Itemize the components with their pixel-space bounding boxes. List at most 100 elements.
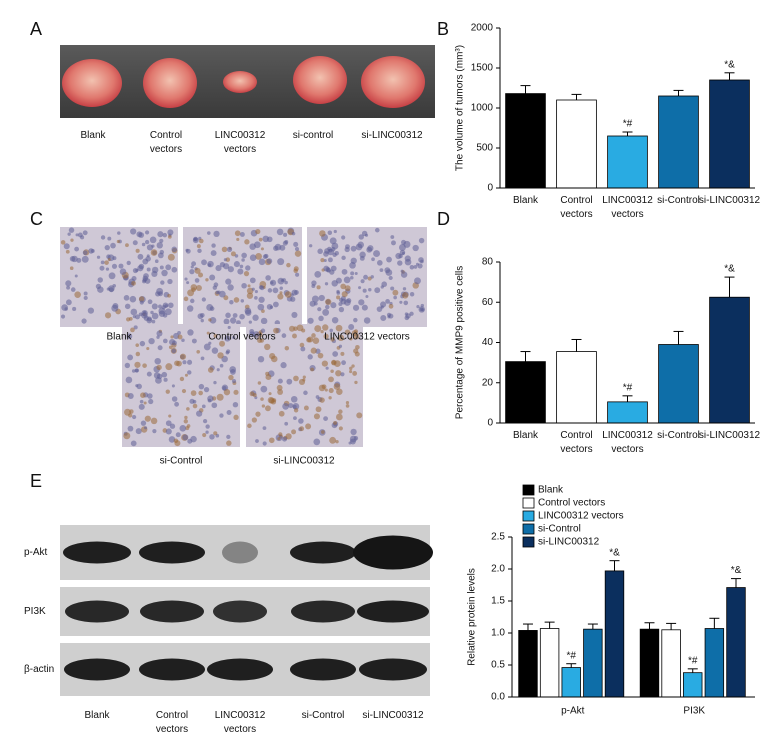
cell-texture	[244, 307, 252, 315]
cell-texture	[306, 337, 312, 343]
cell-texture	[202, 419, 208, 424]
cell-texture	[267, 288, 273, 293]
cell-texture	[239, 264, 244, 269]
cell-texture	[356, 412, 363, 419]
cell-texture	[332, 351, 339, 357]
cell-texture	[131, 369, 136, 373]
cell-texture	[333, 420, 338, 425]
cell-texture	[359, 251, 366, 258]
cell-texture	[344, 329, 351, 335]
bar	[607, 401, 648, 424]
cell-texture	[205, 424, 210, 429]
cell-texture	[233, 261, 240, 268]
cell-texture	[164, 308, 172, 316]
cell-texture	[223, 318, 230, 325]
y-axis-label: Percentage of MMP9 positive cells	[455, 266, 466, 419]
cell-texture	[255, 411, 261, 417]
cell-texture	[335, 324, 343, 332]
cell-texture	[276, 228, 284, 236]
cell-texture	[111, 304, 119, 312]
legend-label: Blank	[538, 485, 564, 496]
cell-texture	[135, 428, 142, 435]
cell-texture	[192, 403, 198, 409]
cell-texture	[331, 280, 338, 287]
cell-texture	[330, 369, 334, 374]
cell-texture	[74, 246, 79, 252]
cell-texture	[333, 229, 337, 234]
cell-texture	[414, 277, 421, 285]
cell-texture	[390, 235, 395, 239]
cell-texture	[143, 401, 147, 405]
cell-texture	[315, 395, 320, 399]
cell-texture	[165, 264, 172, 271]
cell-texture	[341, 268, 348, 275]
cell-texture	[340, 283, 347, 290]
cell-texture	[128, 413, 133, 418]
cell-texture	[203, 386, 210, 393]
cell-texture	[200, 356, 205, 361]
cell-texture	[348, 324, 355, 330]
cell-texture	[409, 292, 415, 297]
cell-texture	[217, 352, 224, 359]
cell-texture	[168, 436, 176, 443]
cell-texture	[313, 438, 321, 446]
cell-texture	[340, 372, 345, 377]
cell-texture	[171, 340, 177, 346]
x-tick-label: si-LINC00312	[699, 195, 761, 206]
y-tick-label: 0.5	[491, 660, 505, 671]
bar	[561, 667, 581, 698]
cell-texture	[207, 260, 214, 268]
cell-texture	[149, 236, 157, 244]
cell-texture	[310, 347, 317, 354]
cell-texture	[280, 362, 287, 369]
cell-texture	[144, 426, 148, 430]
cell-texture	[69, 266, 74, 271]
cell-texture	[156, 287, 164, 295]
cell-texture	[124, 362, 131, 369]
tumor	[62, 59, 122, 107]
legend-swatch	[522, 536, 535, 548]
cell-texture	[317, 307, 322, 312]
cell-texture	[209, 434, 215, 440]
cell-texture	[126, 333, 133, 340]
cell-texture	[322, 324, 329, 331]
cell-texture	[171, 348, 177, 354]
cell-texture	[350, 245, 357, 252]
cell-texture	[377, 260, 383, 266]
cell-texture	[244, 239, 250, 245]
cell-texture	[165, 389, 170, 394]
cell-texture	[134, 314, 140, 320]
bar	[583, 628, 603, 698]
cell-texture	[260, 247, 264, 251]
cell-texture	[325, 304, 330, 310]
cell-texture	[227, 284, 234, 291]
cell-texture	[353, 317, 358, 323]
cell-texture	[261, 404, 266, 408]
cell-texture	[239, 232, 245, 237]
cell-texture	[126, 260, 131, 266]
x-tick-label: Control vectors	[560, 430, 592, 455]
significance-label: *#	[567, 650, 577, 661]
cell-texture	[206, 304, 214, 311]
cell-texture	[183, 296, 189, 302]
cell-texture	[67, 232, 71, 236]
cell-texture	[206, 331, 210, 335]
cell-texture	[329, 436, 337, 444]
cell-texture	[350, 275, 354, 280]
cell-texture	[294, 246, 300, 252]
image-caption: si-Control	[160, 456, 203, 467]
cell-texture	[96, 255, 101, 259]
panel-letter: B	[437, 19, 449, 39]
cell-texture	[195, 284, 202, 291]
cell-texture	[190, 435, 197, 443]
cell-texture	[338, 409, 343, 414]
cell-texture	[221, 246, 228, 253]
cell-texture	[292, 404, 297, 409]
image-caption: si-LINC00312	[273, 456, 335, 467]
cell-texture	[190, 390, 197, 396]
cell-texture	[268, 437, 275, 444]
cell-texture	[141, 242, 146, 247]
cell-texture	[156, 242, 163, 249]
cell-texture	[321, 430, 325, 434]
